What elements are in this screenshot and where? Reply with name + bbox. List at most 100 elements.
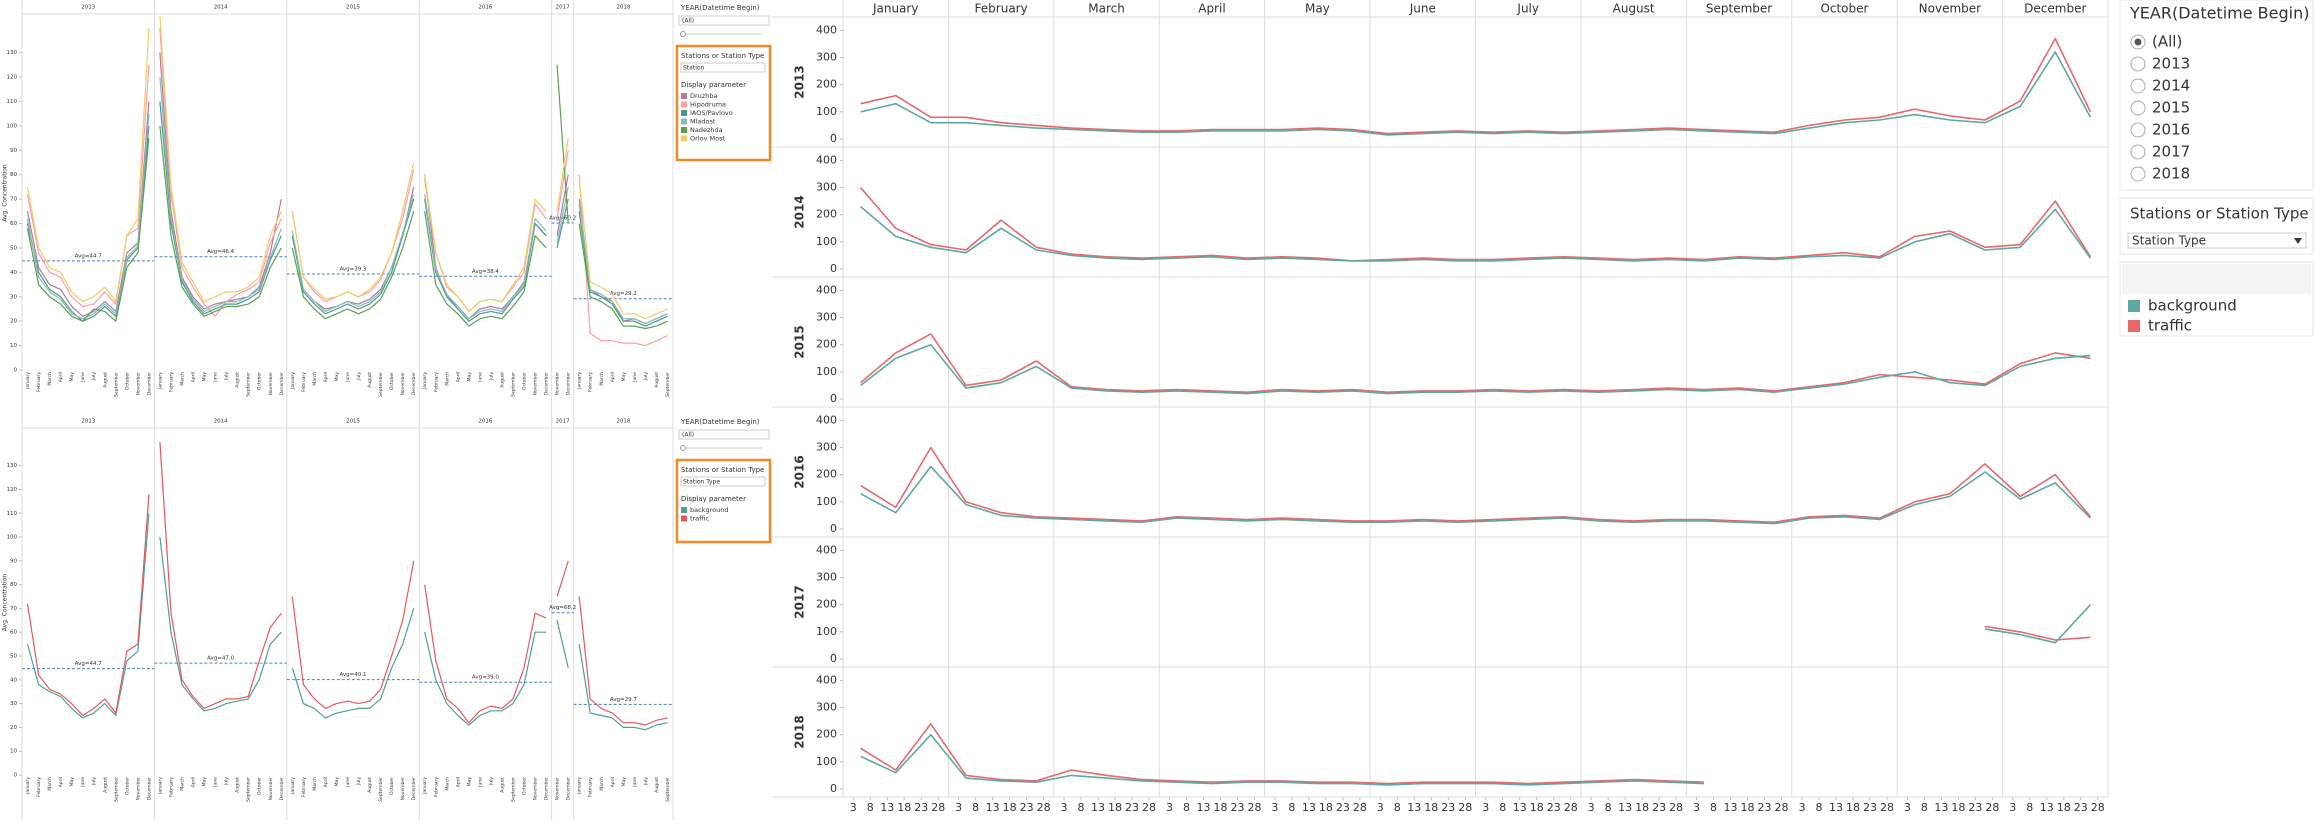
series-line (860, 343, 2091, 395)
slider-handle[interactable] (680, 445, 686, 451)
radio-button[interactable] (2130, 144, 2146, 160)
x-tick-label: January (25, 372, 31, 390)
param-value: Station (683, 65, 705, 72)
x-tick-label: August (102, 777, 108, 793)
x-tick-label: December (146, 777, 152, 800)
reference-label: Avg=29.7 (610, 697, 638, 703)
filter-title: YEAR(Datetime Begin) (680, 418, 760, 426)
radio-button[interactable] (2130, 100, 2146, 116)
x-tick-label: 8 (1605, 801, 1612, 814)
row-header: 2014 (793, 195, 807, 228)
series-line (556, 620, 569, 669)
series-line (860, 37, 2092, 135)
x-tick-label: February (36, 777, 42, 797)
y-tick-label: 400 (816, 153, 837, 166)
y-tick-label: 130 (7, 463, 18, 469)
filter-dropdown[interactable] (678, 429, 770, 440)
y-tick-label: 40 (10, 270, 17, 276)
param-dropdown[interactable] (680, 62, 766, 73)
param-dropdown[interactable] (680, 476, 766, 487)
radio-button[interactable] (2130, 166, 2146, 182)
param-value: Station Type (683, 479, 720, 486)
legend-swatch (681, 101, 687, 108)
column-header: January (872, 2, 919, 16)
series-line (291, 194, 415, 312)
x-tick-label: 28 (1037, 801, 1051, 814)
x-tick-label: November (555, 777, 561, 801)
series-line (26, 101, 150, 317)
x-tick-label: 23 (1863, 801, 1877, 814)
x-tick-label: 3 (1588, 801, 1595, 814)
x-tick-label: 13 (1196, 801, 1210, 814)
radio-label[interactable]: 2016 (2152, 121, 2190, 139)
y-tick-label: 300 (816, 571, 837, 584)
x-tick-label: 3 (955, 801, 962, 814)
x-tick-label: October (124, 372, 130, 390)
y-tick-label: 80 (10, 582, 17, 588)
highlight-box (675, 458, 772, 544)
x-tick-label: December (566, 372, 572, 395)
radio-label[interactable]: 2013 (2152, 55, 2190, 73)
x-tick-label: May (334, 372, 340, 382)
x-tick-label: February (588, 777, 594, 797)
column-header: November (1919, 2, 1981, 16)
x-tick-label: September (511, 372, 517, 397)
param-dropdown[interactable] (2127, 232, 2307, 249)
slider-handle[interactable] (680, 31, 686, 37)
legend-swatch (681, 118, 687, 125)
x-tick-label: 3 (1798, 801, 1805, 814)
x-tick-label: 13 (1829, 801, 1843, 814)
param-title: Stations or Station Type (681, 52, 764, 60)
x-tick-label: November (400, 372, 406, 396)
radio-label[interactable]: 2017 (2152, 143, 2190, 161)
legend-label: background (2148, 297, 2237, 315)
legend-title: Display parameter (681, 81, 746, 89)
x-tick-label: 18 (1424, 801, 1438, 814)
y-tick-label: 400 (816, 283, 837, 296)
x-tick-label: February (168, 777, 174, 797)
x-tick-label: November (135, 372, 141, 396)
y-tick-label: 300 (816, 441, 837, 454)
radio-dot (2134, 38, 2142, 46)
series-line (159, 441, 282, 709)
x-tick-label: 18 (2057, 801, 2071, 814)
x-tick-label: May (202, 372, 208, 382)
series-line (859, 187, 2092, 262)
x-tick-label: 18 (1846, 801, 1860, 814)
x-tick-label: May (69, 372, 75, 382)
series-line (860, 333, 2091, 393)
column-header: December (2024, 2, 2086, 16)
facet-title: 2016 (478, 5, 492, 11)
x-tick-label: August (367, 777, 373, 793)
radio-label[interactable]: 2014 (2152, 77, 2190, 95)
series-line (556, 198, 569, 249)
x-tick-label: April (191, 372, 197, 382)
legend-swatch (681, 507, 687, 513)
reference-label: Avg=38.4 (472, 269, 500, 275)
x-tick-label: September (113, 777, 119, 802)
x-tick-label: November (555, 372, 561, 396)
y-tick-label: 30 (10, 294, 17, 300)
radio-label[interactable]: 2015 (2152, 99, 2190, 117)
series-line (26, 138, 150, 322)
reference-label: Avg=44.7 (75, 253, 103, 259)
x-tick-label: September (113, 372, 119, 397)
series-line (26, 125, 150, 322)
x-tick-label: August (235, 777, 241, 793)
x-tick-label: March (599, 372, 605, 386)
x-tick-label: 13 (2040, 801, 2054, 814)
y-tick-label: 70 (10, 197, 17, 203)
series-line (424, 194, 547, 320)
radio-label[interactable]: 2018 (2152, 165, 2190, 183)
reference-label: Avg=39.3 (339, 267, 367, 273)
y-tick-label: 300 (816, 311, 837, 324)
radio-button[interactable] (2130, 78, 2146, 94)
facet-title: 2015 (346, 419, 360, 425)
radio-button[interactable] (2130, 122, 2146, 138)
filter-dropdown[interactable] (678, 15, 770, 26)
series-line (578, 199, 668, 325)
y-tick-label: 130 (7, 50, 18, 56)
x-tick-label: May (202, 777, 208, 787)
radio-button[interactable] (2130, 56, 2146, 72)
radio-label[interactable]: (All) (2152, 33, 2182, 51)
